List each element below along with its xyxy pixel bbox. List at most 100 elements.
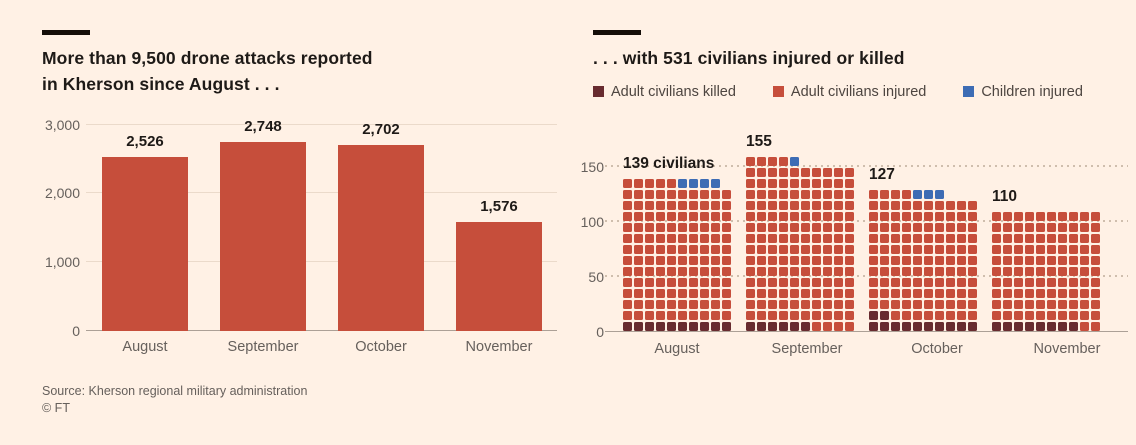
- injured-unit: [667, 266, 676, 276]
- right-chart-title: . . . with 531 civilians injured or kill…: [593, 47, 905, 68]
- injured-unit: [845, 244, 854, 254]
- waffle-row: [992, 266, 1100, 276]
- injured-unit: [823, 189, 832, 199]
- injured-unit: [779, 255, 788, 265]
- injured-unit: [656, 288, 665, 298]
- injured-unit: [869, 288, 878, 298]
- injured-unit: [1014, 266, 1023, 276]
- legend-item: Children injured: [963, 84, 1083, 100]
- injured-unit: [935, 288, 944, 298]
- injured-unit: [768, 255, 777, 265]
- injured-unit: [711, 266, 720, 276]
- y-tick-label: 1,000: [44, 253, 80, 270]
- injured-unit: [823, 277, 832, 287]
- injured-unit: [957, 211, 966, 221]
- child-injured-unit: [689, 178, 698, 188]
- waffle-row: [623, 299, 731, 309]
- injured-unit: [992, 211, 1001, 221]
- injured-unit: [845, 310, 854, 320]
- injured-unit: [880, 244, 889, 254]
- injured-unit: [779, 156, 788, 166]
- injured-unit: [623, 244, 632, 254]
- injured-unit: [711, 277, 720, 287]
- injured-unit: [891, 211, 900, 221]
- injured-unit: [935, 200, 944, 210]
- injured-unit: [700, 189, 709, 199]
- injured-unit: [1014, 244, 1023, 254]
- injured-unit: [1003, 222, 1012, 232]
- injured-unit: [957, 266, 966, 276]
- injured-unit: [834, 233, 843, 243]
- injured-unit: [834, 222, 843, 232]
- injured-unit: [1003, 211, 1012, 221]
- bar-august: [102, 157, 188, 331]
- injured-unit: [946, 233, 955, 243]
- footer: Source: Kherson regional military admini…: [42, 384, 307, 416]
- injured-unit: [924, 200, 933, 210]
- injured-unit: [711, 288, 720, 298]
- injured-unit: [902, 200, 911, 210]
- injured-unit: [711, 255, 720, 265]
- injured-unit: [768, 299, 777, 309]
- injured-unit: [902, 211, 911, 221]
- injured-unit: [1058, 222, 1067, 232]
- injured-unit: [768, 211, 777, 221]
- injured-unit: [746, 222, 755, 232]
- injured-unit: [957, 233, 966, 243]
- injured-unit: [689, 288, 698, 298]
- injured-unit: [1014, 288, 1023, 298]
- injured-unit: [935, 244, 944, 254]
- title-rule: [42, 30, 90, 35]
- injured-unit: [656, 244, 665, 254]
- killed-unit: [801, 321, 810, 331]
- injured-unit: [667, 222, 676, 232]
- bar-group-november: 1,576: [456, 198, 542, 331]
- waffle-chart-x-axis: August September October November: [593, 341, 1136, 357]
- injured-unit: [634, 310, 643, 320]
- injured-unit: [779, 211, 788, 221]
- waffle-row: [746, 233, 854, 243]
- injured-unit: [746, 266, 755, 276]
- injured-unit: [722, 288, 731, 298]
- injured-unit: [634, 266, 643, 276]
- waffle-row: [623, 321, 731, 331]
- injured-unit: [1025, 222, 1034, 232]
- injured-unit: [623, 222, 632, 232]
- injured-unit: [700, 299, 709, 309]
- injured-unit: [623, 299, 632, 309]
- waffle-columns: [623, 156, 1100, 331]
- injured-unit: [891, 244, 900, 254]
- injured-unit: [957, 277, 966, 287]
- injured-unit: [812, 178, 821, 188]
- injured-unit: [1080, 310, 1089, 320]
- injured-unit: [757, 288, 766, 298]
- injured-unit: [779, 299, 788, 309]
- y-gridline-0: [86, 329, 557, 331]
- injured-unit: [946, 200, 955, 210]
- injured-unit: [1058, 277, 1067, 287]
- y-tick-label: 50: [588, 268, 604, 285]
- injured-unit: [880, 233, 889, 243]
- injured-unit: [689, 310, 698, 320]
- injured-unit: [779, 288, 788, 298]
- injured-unit: [845, 211, 854, 221]
- injured-unit: [757, 189, 766, 199]
- injured-unit: [757, 167, 766, 177]
- injured-unit: [891, 233, 900, 243]
- injured-unit: [924, 255, 933, 265]
- injured-unit: [757, 244, 766, 254]
- injured-unit: [746, 299, 755, 309]
- injured-unit: [722, 222, 731, 232]
- waffle-row: [746, 255, 854, 265]
- injured-unit: [992, 299, 1001, 309]
- ft-copyright: © FT: [42, 401, 70, 415]
- injured-unit: [902, 266, 911, 276]
- killed-unit: [634, 321, 643, 331]
- killed-unit: [656, 321, 665, 331]
- bar-chart-x-axis: August September October November: [86, 339, 557, 355]
- injured-unit: [902, 310, 911, 320]
- injured-unit: [645, 288, 654, 298]
- injured-unit: [834, 310, 843, 320]
- injured-unit: [678, 189, 687, 199]
- injured-unit: [722, 189, 731, 199]
